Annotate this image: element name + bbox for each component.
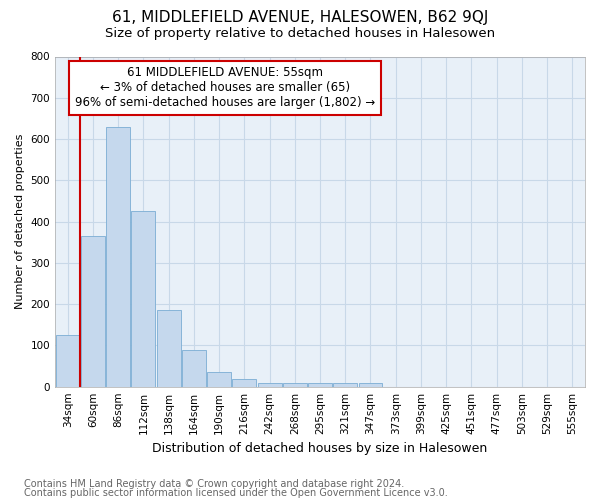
Bar: [81, 236, 105, 386]
Bar: [207, 372, 231, 386]
Bar: [232, 380, 256, 386]
Y-axis label: Number of detached properties: Number of detached properties: [15, 134, 25, 310]
Text: 61, MIDDLEFIELD AVENUE, HALESOWEN, B62 9QJ: 61, MIDDLEFIELD AVENUE, HALESOWEN, B62 9…: [112, 10, 488, 25]
Bar: [283, 384, 307, 386]
Bar: [257, 382, 281, 386]
Bar: [333, 384, 357, 386]
X-axis label: Distribution of detached houses by size in Halesowen: Distribution of detached houses by size …: [152, 442, 488, 455]
Bar: [106, 126, 130, 386]
Bar: [56, 335, 80, 386]
Bar: [359, 384, 382, 386]
Text: Size of property relative to detached houses in Halesowen: Size of property relative to detached ho…: [105, 28, 495, 40]
Text: 61 MIDDLEFIELD AVENUE: 55sqm
← 3% of detached houses are smaller (65)
96% of sem: 61 MIDDLEFIELD AVENUE: 55sqm ← 3% of det…: [74, 66, 375, 110]
Bar: [131, 212, 155, 386]
Bar: [157, 310, 181, 386]
Bar: [308, 384, 332, 386]
Text: Contains HM Land Registry data © Crown copyright and database right 2024.: Contains HM Land Registry data © Crown c…: [24, 479, 404, 489]
Text: Contains public sector information licensed under the Open Government Licence v3: Contains public sector information licen…: [24, 488, 448, 498]
Bar: [182, 350, 206, 386]
